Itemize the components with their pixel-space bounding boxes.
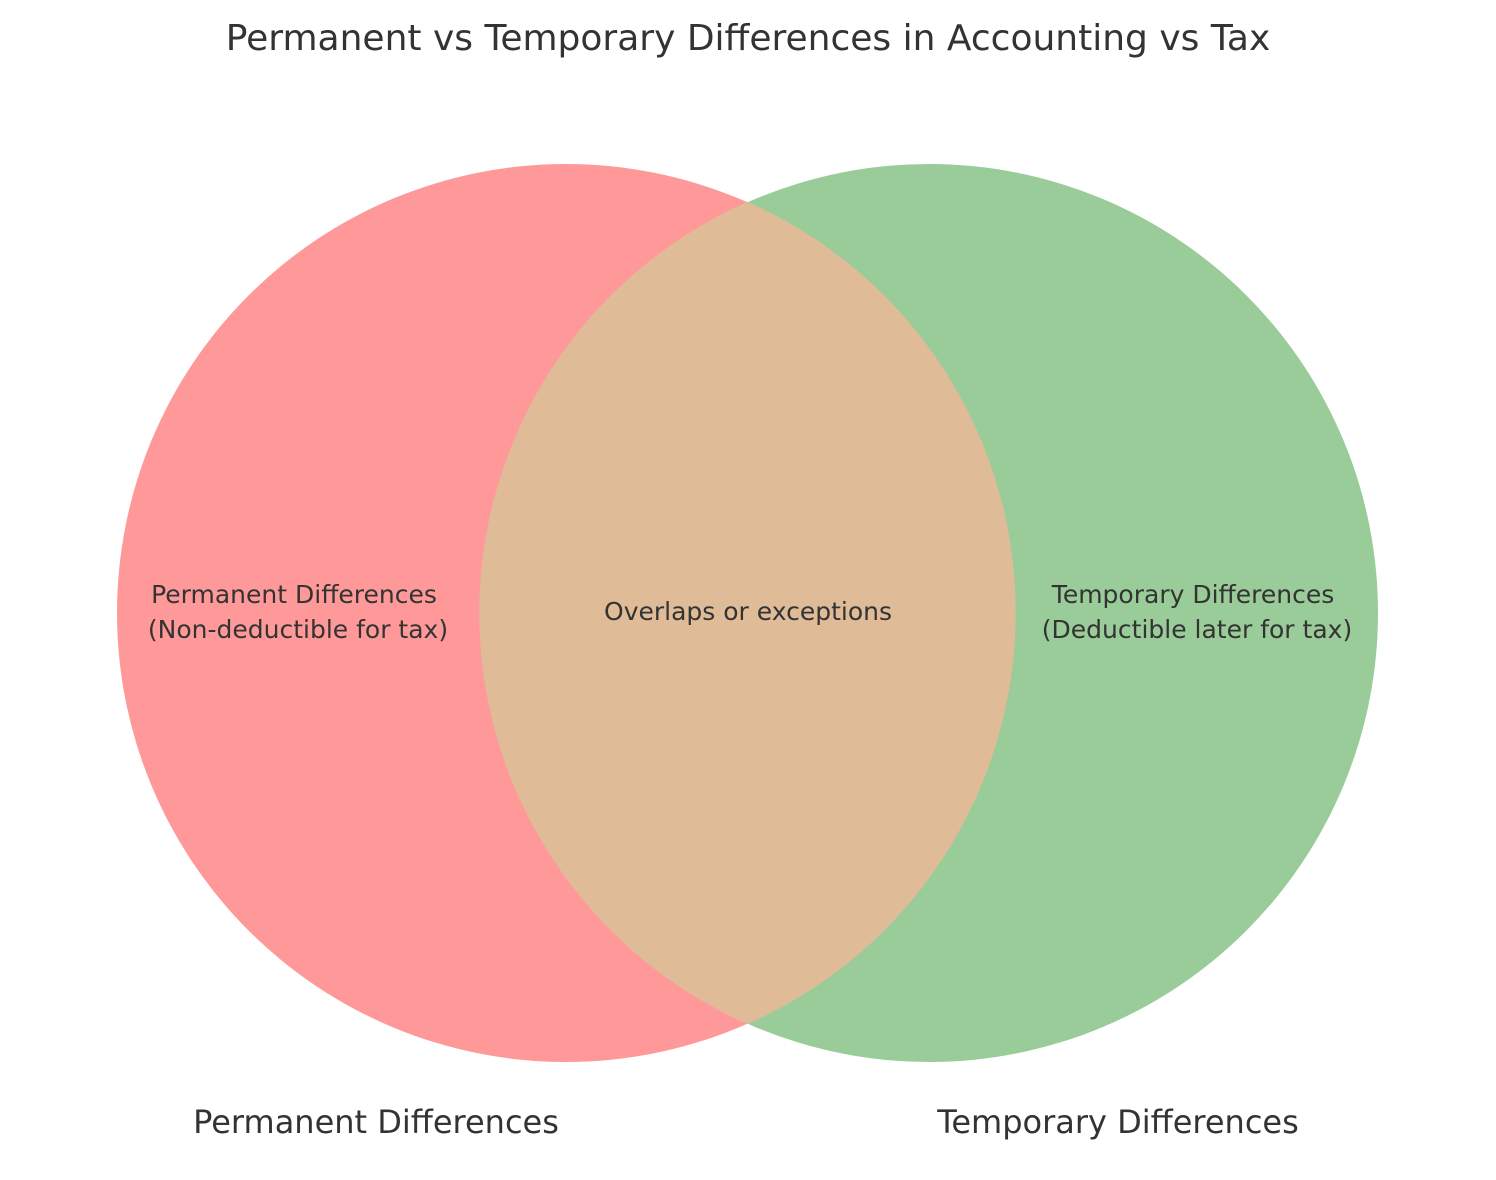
overlap-region [479,202,1016,1024]
temporary-set-label: Temporary Differences [936,1103,1299,1141]
left-region-label: Permanent Differences (Non-deductible fo… [148,580,448,644]
left-region-line-2: (Non-deductible for tax) [148,615,448,644]
left-region-line-1: Permanent Differences [151,580,437,609]
diagram-title: Permanent vs Temporary Differences in Ac… [226,18,1271,59]
right-region-label: Temporary Differences (Deductible later … [1042,580,1352,644]
right-region-line-2: (Deductible later for tax) [1042,615,1352,644]
permanent-set-label: Permanent Differences [193,1103,559,1141]
right-region-line-1: Temporary Differences [1051,580,1334,609]
center-region-label: Overlaps or exceptions [604,597,892,626]
